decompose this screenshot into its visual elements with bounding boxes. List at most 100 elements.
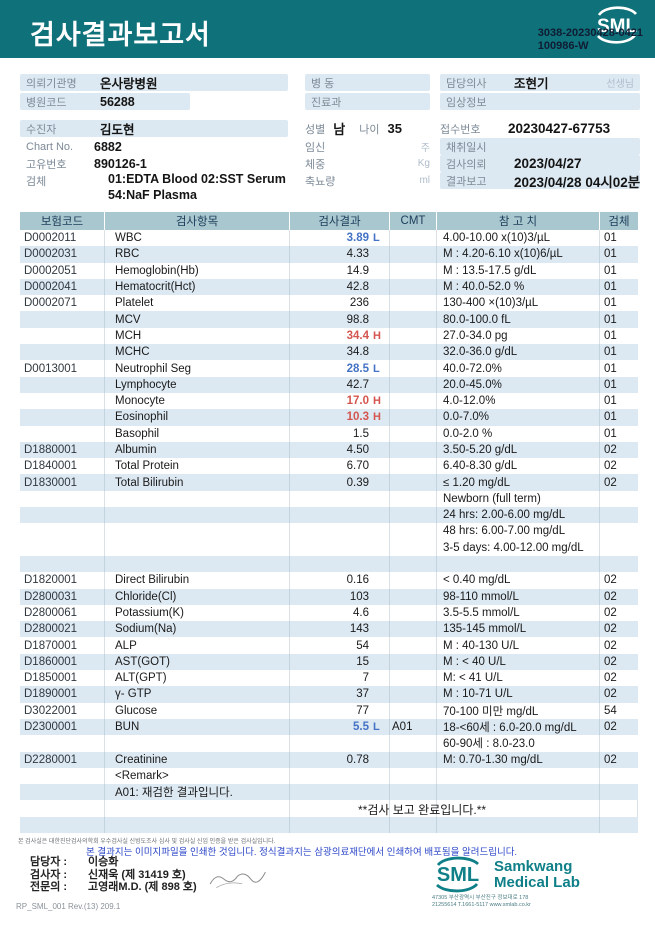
cell-code [20, 425, 105, 442]
table-row: D0002041 Hematocrit(Hct) 42.8 M : 40.0-52.0… [20, 278, 638, 296]
cell-cmt [390, 670, 437, 687]
doctor-honorific: 선생님 [606, 79, 634, 90]
staff-row-examiner: 검사자 : 신재욱 (제 31419 호) [30, 869, 197, 882]
cell-spec: 01 [604, 427, 617, 440]
field-chart-no: Chart No. 6882 [26, 138, 122, 155]
cell-name: Hematocrit(Hct) [105, 278, 290, 296]
table-row: MCH 34.4 H 27.0-34.0 pg 01 [20, 327, 638, 345]
result-value: 7 [362, 672, 369, 685]
cell-code: D2800061 [20, 604, 105, 622]
field-accession-no: 접수번호 20230427-67753 [440, 120, 610, 137]
field-specimen: 검체 [26, 172, 94, 189]
age-label: 나이 [359, 123, 380, 136]
cell-name [105, 735, 290, 752]
cell-code [20, 784, 105, 801]
cell-ref: 24 hrs: 2.00-6.00 mg/dL [437, 507, 600, 524]
cell-code [20, 344, 105, 361]
cell-ref: 20.0-45.0% [437, 376, 600, 393]
cell-result: 4.50 [290, 441, 390, 459]
svg-text:SML: SML [597, 16, 638, 37]
cell-code [20, 767, 105, 785]
cell-code [20, 539, 105, 556]
cell-name: A01: 재검한 결과입니다. [105, 784, 290, 801]
cell-cmt: A01 [390, 718, 437, 736]
column-header-specimen: 검체 [608, 216, 630, 228]
cell-code: D0002041 [20, 278, 105, 296]
cell-cmt [390, 230, 437, 247]
cell-ref: 6.40-8.30 g/dL [437, 458, 600, 475]
cell-result [290, 784, 390, 801]
cell-ref: 40.0-72.0% [437, 360, 600, 377]
field-unit: ml [419, 175, 430, 186]
cell-spec: 54 [604, 704, 617, 717]
cell-cmt [390, 441, 437, 459]
field-collection-datetime: 채취일시 [440, 138, 640, 155]
cell-ref: < 0.40 mg/dL [437, 572, 600, 589]
result-value: 10.3 [346, 411, 369, 424]
field-value: 56288 [100, 94, 135, 109]
lab-name: Samkwang Medical Lab [494, 859, 580, 891]
table-row: D1840001 Total Protein 6.70 6.40-8.30 g/dL 0… [20, 458, 638, 475]
result-value: 42.8 [346, 281, 369, 294]
table-row: 48 hrs: 6.00-7.00 mg/dL [20, 523, 638, 540]
cell-code: D2800021 [20, 621, 105, 638]
result-value: 37 [356, 688, 369, 701]
result-value: 3.89 [346, 232, 369, 245]
table-row [20, 816, 638, 833]
cell-result [290, 523, 390, 540]
report-number-line1: 3038-20230428-0421 [537, 27, 643, 39]
cell-name: BUN [105, 718, 290, 736]
cell-cmt [390, 784, 437, 801]
cell-name: γ- GTP [105, 686, 290, 703]
cell-code: D1820001 [20, 572, 105, 589]
field-value: 2023/04/28 04시02분 [514, 174, 641, 190]
field-pregnancy: 임신 주 [305, 138, 430, 155]
cell-spec [600, 800, 638, 817]
cell-cmt [390, 409, 437, 426]
cell-cmt [390, 425, 437, 442]
cell-code [20, 392, 105, 410]
result-flag: L [373, 232, 380, 245]
staff-value: 고영래M.D. (제 898 호) [88, 881, 197, 893]
result-value: 15 [356, 655, 369, 668]
specialist-signature [207, 866, 271, 897]
result-flag: L [373, 362, 380, 375]
cell-result: 1.5 [290, 425, 390, 442]
cell-name: Chloride(Cl) [105, 588, 290, 605]
field-label: 의뢰기관명 [26, 77, 77, 90]
staff-value: 이승화 [88, 856, 119, 868]
cell-ref: 18-<60세 : 6.0-20.0 mg/dL [437, 718, 600, 736]
cell-spec: 02 [604, 444, 617, 456]
cell-cmt [390, 539, 437, 556]
sml-logo-header: SML [589, 2, 645, 53]
cell-spec [600, 523, 638, 539]
cell-result: 143 [290, 621, 390, 638]
table-row: D2300001 BUN 5.5 L A01 18-<60세 : 6.0-20.0 mg/… [20, 718, 638, 736]
column-header-insurance-code: 보험코드 [20, 212, 105, 230]
cell-result [290, 490, 390, 508]
cell-ref: 60-90세 : 8.0-23.0 [437, 735, 600, 752]
cell-code: D0002071 [20, 295, 105, 312]
table-row [20, 555, 638, 573]
cell-result [290, 507, 390, 524]
result-value: 6.70 [346, 460, 369, 473]
cell-result: 34.8 [290, 344, 390, 361]
field-label: 접수번호 [440, 123, 481, 136]
cell-code: D1870001 [20, 637, 105, 654]
cell-ref: 3-5 days: 4.00-12.00 mg/dL [437, 539, 600, 556]
cell-spec [600, 784, 638, 800]
cell-name [105, 490, 290, 508]
staff-label: 검사자 : [30, 868, 68, 881]
cell-result [290, 539, 390, 556]
table-row: D2280001 Creatinine 0.78 M: 0.70-1.30 mg/dL… [20, 751, 638, 768]
table-row: D0002011 WBC 3.89 L 4.00-10.00 x(10)3/µL 01 [20, 230, 638, 247]
cell-name: <Remark> [105, 767, 290, 785]
cell-code: D2280001 [20, 751, 105, 768]
table-row: **검사 보고 완료입니다.** [20, 800, 638, 817]
result-value: 1.5 [353, 427, 369, 440]
column-header-cmt: CMT [390, 212, 437, 230]
cell-cmt [390, 246, 437, 263]
field-value: 20230427-67753 [508, 121, 611, 136]
cell-name: ALP [105, 637, 290, 654]
table-row: MCV 98.8 80.0-100.0 fL 01 [20, 311, 638, 328]
